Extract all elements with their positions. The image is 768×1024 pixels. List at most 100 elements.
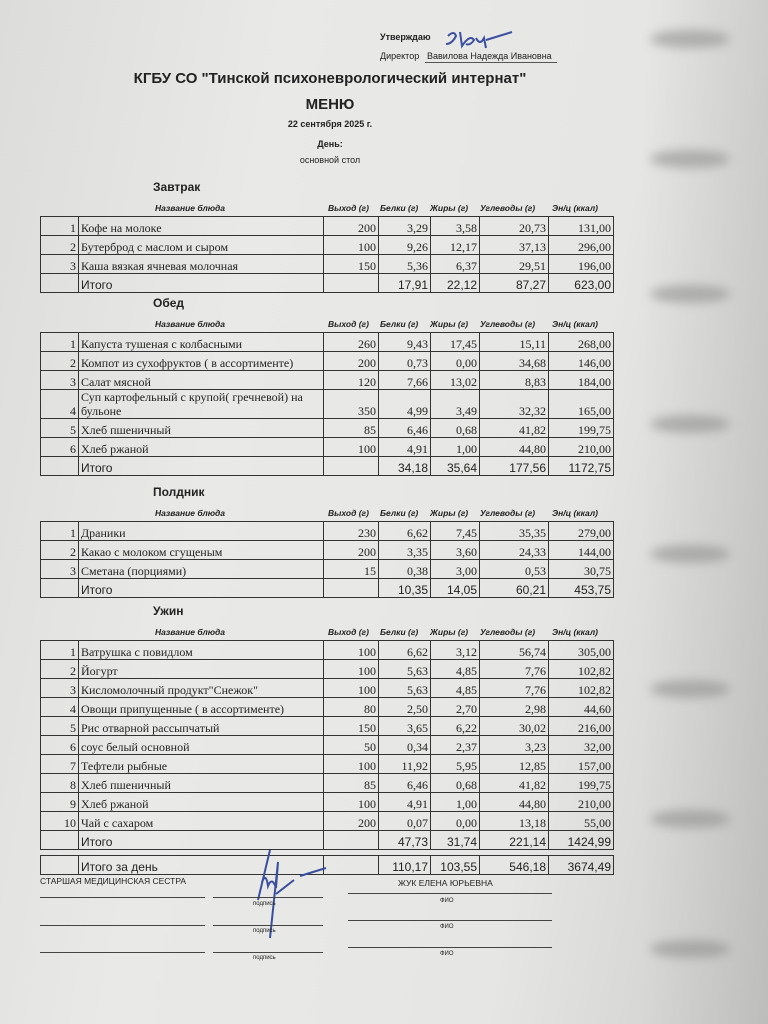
table-row: 8 Хлеб пшеничный 85 6,46 0,68 41,82 199,75: [40, 773, 614, 793]
name-cell: Йогурт: [78, 659, 324, 679]
column-header-protein: Белки (г): [380, 319, 419, 329]
name-line: [348, 947, 552, 948]
table-row: 1 Кофе на молоке 200 3,29 3,58 20,73 131,00: [40, 216, 614, 236]
table-row: 10 Чай с сахаром 200 0,07 0,00 13,18 55,00: [40, 811, 614, 831]
nurse-signature: [257, 849, 327, 939]
fat-cell: 35,64: [430, 456, 480, 476]
meal-title: Ужин: [153, 604, 184, 618]
protein-cell: 4,91: [378, 437, 431, 457]
yield-cell: 80: [323, 697, 379, 717]
fat-cell: 7,45: [430, 521, 480, 541]
carbs-cell: 56,74: [479, 640, 549, 660]
column-header-name: Название блюда: [155, 319, 226, 329]
name-cell: Итого: [78, 830, 324, 850]
protein-cell: 6,62: [378, 640, 431, 660]
energy-cell: 157,00: [548, 754, 614, 774]
yield-cell: 200: [323, 216, 379, 236]
carbs-cell: 30,02: [479, 716, 549, 736]
protein-cell: 5,63: [378, 678, 431, 698]
meal-title: Завтрак: [153, 180, 201, 194]
name-cell: Овощи припущенные ( в ассортименте): [78, 697, 324, 717]
carbs-cell: 37,13: [479, 235, 549, 255]
table-row: 3 Сметана (порциями) 15 0,38 3,00 0,53 30,75: [40, 559, 614, 579]
protein-cell: 9,43: [378, 332, 431, 352]
carbs-cell: 546,18: [479, 855, 549, 875]
fat-cell: 13,02: [430, 370, 480, 390]
table-row: 1 Капуста тушеная с колбасными 260 9,43 17,4…: [40, 332, 614, 352]
fat-cell: 0,68: [430, 773, 480, 793]
protein-cell: 3,65: [378, 716, 431, 736]
carbs-cell: 7,76: [479, 659, 549, 679]
total-row: Итого 10,35 14,05 60,21 453,75: [40, 578, 614, 598]
fat-cell: 31,74: [430, 830, 480, 850]
number-cell: 6: [40, 735, 79, 755]
blurred-mark: [650, 150, 730, 168]
number-cell: 8: [40, 773, 79, 793]
column-header-fat: Жиры (г): [430, 203, 469, 213]
yield-cell: 100: [323, 437, 379, 457]
energy-cell: 131,00: [548, 216, 614, 236]
number-cell: 5: [40, 418, 79, 438]
number-cell: 9: [40, 792, 79, 812]
fat-cell: 4,85: [430, 659, 480, 679]
energy-cell: 146,00: [548, 351, 614, 371]
fat-cell: 3,60: [430, 540, 480, 560]
number-cell: 6: [40, 437, 79, 457]
carbs-cell: 32,32: [479, 389, 549, 419]
yield-cell: 100: [323, 659, 379, 679]
yield-cell: 85: [323, 773, 379, 793]
table-row: 3 Кисломолочный продукт"Снежок" 100 5,63 4,8…: [40, 678, 614, 698]
yield-cell: [323, 456, 379, 476]
fat-cell: 0,00: [430, 811, 480, 831]
name-cell: Итого: [78, 273, 324, 293]
role-line: [40, 897, 205, 898]
yield-cell: 120: [323, 370, 379, 390]
protein-cell: 47,73: [378, 830, 431, 850]
energy-cell: 3674,49: [548, 855, 614, 875]
yield-cell: [323, 578, 379, 598]
energy-cell: 305,00: [548, 640, 614, 660]
number-cell: 7: [40, 754, 79, 774]
carbs-cell: 24,33: [479, 540, 549, 560]
column-header-protein: Белки (г): [380, 627, 419, 637]
fat-cell: 22,12: [430, 273, 480, 293]
yield-cell: 50: [323, 735, 379, 755]
protein-cell: 17,91: [378, 273, 431, 293]
name-cell: Кофе на молоке: [78, 216, 324, 236]
protein-cell: 4,91: [378, 792, 431, 812]
table-row: 3 Каша вязкая ячневая молочная 150 5,36 6,37…: [40, 254, 614, 274]
page-title: МЕНЮ: [305, 96, 355, 113]
protein-cell: 0,34: [378, 735, 431, 755]
signature-caption: подпись: [253, 955, 276, 961]
carbs-cell: 177,56: [479, 456, 549, 476]
number-cell: 3: [40, 678, 79, 698]
protein-cell: 3,29: [378, 216, 431, 236]
protein-cell: 110,17: [378, 855, 431, 875]
carbs-cell: 34,68: [479, 351, 549, 371]
day-total-table: Итого за день 110,17 103,55 546,18 3674,49: [40, 855, 614, 875]
column-header-protein: Белки (г): [380, 508, 419, 518]
energy-cell: 165,00: [548, 389, 614, 419]
director-name: Вавилова Надежда Ивановна: [427, 51, 552, 61]
blurred-mark: [650, 545, 730, 563]
page-shadow: [640, 0, 768, 1024]
column-header-energy: Эн/ц (ккал): [552, 627, 598, 637]
meal-table: 1 Ватрушка с повидлом 100 6,62 3,12 56,74 305,…: [40, 640, 614, 850]
name-caption: ФИО: [440, 951, 454, 957]
protein-cell: 6,62: [378, 521, 431, 541]
table-row: 6 Хлеб ржаной 100 4,91 1,00 44,80 210,00: [40, 437, 614, 457]
column-header-carbs: Углеводы (г): [480, 627, 536, 637]
total-row: Итого за день 110,17 103,55 546,18 3674,49: [40, 855, 614, 875]
blurred-mark: [650, 415, 730, 433]
table-row: 1 Драники 230 6,62 7,45 35,35 279,00: [40, 521, 614, 541]
fat-cell: 3,58: [430, 216, 480, 236]
signature-line: [213, 925, 323, 926]
number-cell: [40, 273, 79, 293]
table-row: 2 Бутерброд с маслом и сыром 100 9,26 12,17 3…: [40, 235, 614, 255]
name-cell: Бутерброд с маслом и сыром: [78, 235, 324, 255]
number-cell: 2: [40, 235, 79, 255]
blurred-mark: [650, 285, 730, 303]
energy-cell: 210,00: [548, 792, 614, 812]
yield-cell: 230: [323, 521, 379, 541]
yield-cell: 200: [323, 351, 379, 371]
